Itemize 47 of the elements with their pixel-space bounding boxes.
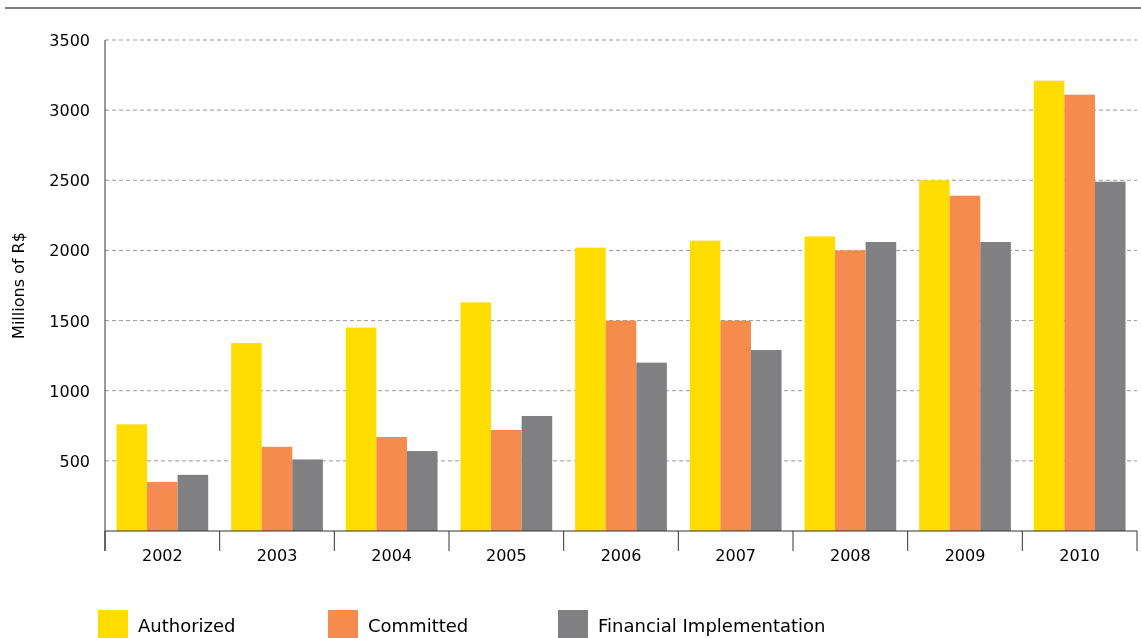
bar [605,320,637,531]
bar [116,424,148,531]
y-tick-label: 1500 [49,311,90,331]
y-tick-label: 2000 [49,241,90,261]
x-tick-label: 2009 [944,546,986,565]
x-tick-label: 2007 [715,546,757,565]
bar [804,236,836,531]
bar [636,362,667,531]
legend-label: Financial Implementation [598,615,826,636]
y-tick-label: 3000 [49,101,90,121]
y-tick-label: 500 [59,451,90,471]
bar [720,320,751,531]
bar [1094,181,1126,531]
y-tick-label: 2500 [49,171,90,191]
y-tick-label: 3500 [49,31,90,50]
bar [865,242,897,531]
bar [292,459,323,531]
bar [835,250,866,531]
bar [1033,80,1065,531]
bar [460,302,492,531]
y-axis-title: Millions of R$ [9,232,28,339]
bar [406,451,438,531]
bar [919,180,950,531]
bar [980,242,1011,531]
bar [147,481,178,531]
x-tick-label: 2004 [371,546,413,565]
bar [521,415,553,531]
bar [261,446,293,531]
bar [345,327,377,531]
x-tick-label: 2006 [600,546,642,565]
x-tick-label: 2005 [485,546,527,565]
legend-label: Committed [368,615,469,636]
x-tick-label: 2008 [829,546,871,565]
bar [491,429,522,531]
bar [231,343,262,531]
bar [177,474,209,531]
x-tick-label: 2002 [141,546,183,565]
x-tick-label: 2010 [1059,546,1101,565]
y-tick-label: 1000 [49,381,90,401]
bar [750,350,782,531]
legend-label: Authorized [138,615,236,636]
bar [689,240,721,531]
bar [575,247,606,531]
bar [949,195,981,531]
bar [376,437,407,531]
x-tick-label: 2003 [256,546,298,565]
bar [1064,94,1095,531]
